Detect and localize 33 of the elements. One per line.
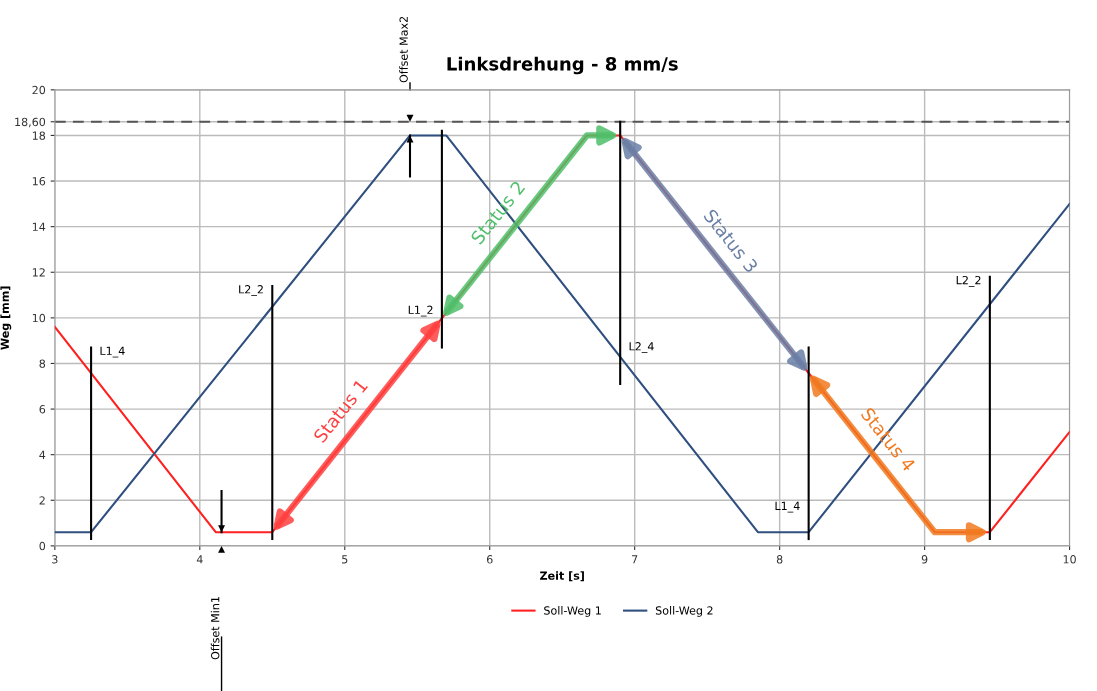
x-tick-label: 7 — [632, 555, 638, 564]
y-tick-label: 4 — [39, 450, 46, 459]
x-tick-label: 6 — [486, 555, 493, 564]
y-tick-label: 20 — [32, 85, 46, 95]
chart-title: Linksdrehung - 8 mm/s — [447, 56, 678, 75]
y-tick-label: 18,60 — [15, 117, 46, 128]
y-tick-label: 18 — [32, 131, 46, 140]
x-axis-title: Zeit [s] — [540, 571, 584, 582]
y-tick-label: 0 — [39, 541, 46, 551]
y-axis-title: Weg [mm] — [0, 286, 12, 350]
x-tick-label: 4 — [196, 555, 203, 564]
annotation: L1_4 — [100, 346, 125, 358]
y-tick-label: 14 — [32, 222, 46, 231]
y-tick-label: 12 — [32, 268, 45, 277]
x-tick-label: 9 — [921, 555, 928, 564]
y-tick-label: 6 — [39, 405, 46, 414]
x-tick-label: 10 — [1063, 555, 1076, 564]
legend-label: Soll-Weg 1 — [544, 606, 601, 617]
x-tick-label: 5 — [342, 555, 348, 564]
annotation: L1_4 — [775, 501, 800, 513]
annotation: L2_2 — [956, 275, 981, 287]
text: Offset Min1 — [210, 597, 220, 660]
y-tick-label: 16 — [32, 177, 46, 186]
annotation: L1_2 — [408, 305, 433, 317]
annotation: L2_4 — [629, 342, 654, 353]
y-tick-label: 8 — [39, 359, 46, 368]
y-tick-label: 10 — [32, 313, 46, 323]
y-tick-label: 2 — [39, 496, 45, 505]
x-tick-label: 8 — [776, 555, 783, 564]
annotation: L2_2 — [239, 285, 263, 296]
text: Offset Max2 — [399, 16, 408, 83]
x-tick-label: 3 — [52, 555, 58, 564]
legend-label: Soll-Weg 2 — [655, 606, 713, 617]
